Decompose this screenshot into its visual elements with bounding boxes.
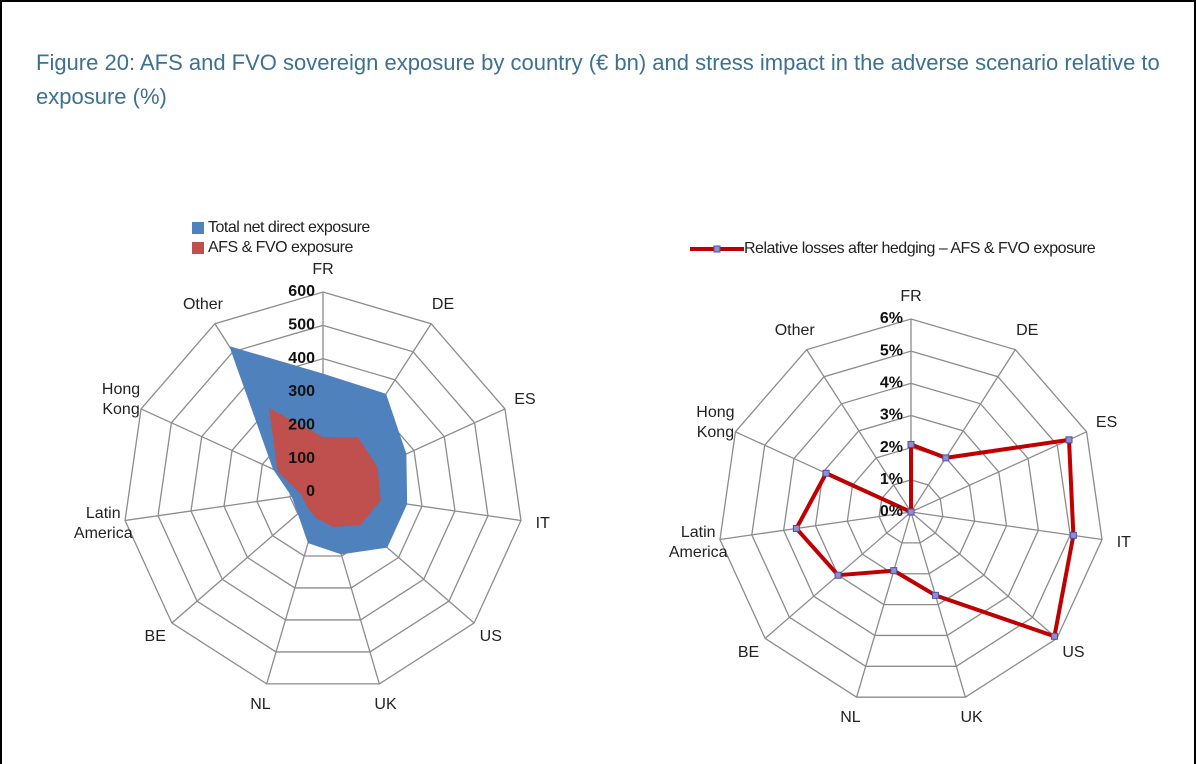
spoke [910, 349, 1016, 513]
category-label: UK [960, 709, 983, 727]
category-label: US [1062, 643, 1085, 661]
grid-ring [751, 350, 1071, 667]
marker [890, 567, 898, 575]
grid-ring [814, 414, 1008, 606]
marker [931, 591, 939, 599]
marker [907, 440, 915, 448]
tick-label: 0% [880, 503, 903, 520]
legend-swatch [192, 222, 204, 234]
spoke [910, 431, 1087, 513]
category-label: BE [144, 628, 166, 646]
category-label: Hong Kong [696, 403, 735, 441]
category-label: NL [250, 696, 271, 713]
figure-title: Figure 20: AFS and FVO sovereign exposur… [36, 50, 1160, 109]
legend-swatch [192, 242, 204, 254]
category-label: Other [182, 296, 223, 314]
tick-label: 100 [288, 450, 315, 467]
grid-ring [124, 291, 522, 685]
tick-label: 600 [288, 283, 315, 300]
legend-label: Total net direct exposure [208, 219, 370, 236]
category-label: US [479, 628, 502, 646]
marker [907, 508, 915, 516]
category-label: ES [1095, 413, 1118, 431]
marker [792, 524, 800, 532]
category-label: Hong Kong [101, 380, 141, 418]
line [794, 437, 1076, 639]
category-label: FR [312, 261, 334, 278]
category-label: UK [374, 696, 397, 713]
spoke [856, 511, 912, 698]
area [268, 407, 381, 528]
category-label: DE [431, 296, 455, 314]
marker [1050, 632, 1058, 640]
tick-label: 300 [288, 383, 315, 400]
category-label: BE [737, 643, 760, 661]
marker [822, 469, 830, 477]
marker [1069, 531, 1077, 539]
tick-label: 0 [306, 483, 315, 500]
category-label: ES [514, 390, 536, 408]
tick-label: 1% [880, 471, 903, 488]
legend-label: Relative losses after hedging – AFS & FV… [744, 240, 1096, 257]
marker [942, 454, 950, 462]
tick-label: 3% [880, 407, 903, 424]
grid-ring [878, 479, 944, 544]
category-label: FR [900, 288, 922, 305]
spoke [806, 349, 912, 513]
spoke [910, 511, 1058, 639]
grid-ring [782, 382, 1040, 637]
grid-ring [223, 391, 423, 589]
tick-label: 500 [288, 317, 315, 334]
tick-label: 400 [288, 350, 315, 367]
legend-marker [713, 245, 721, 253]
grid-ring [190, 357, 456, 621]
tick-label: 5% [880, 342, 903, 359]
spoke [910, 511, 966, 698]
category-label: NL [840, 709, 861, 727]
tick-label: 2% [880, 439, 903, 456]
grid-ring [719, 318, 1103, 698]
spoke [124, 491, 324, 522]
category-label: Latin America [73, 504, 133, 542]
tick-label: 6% [880, 310, 903, 327]
category-label: Other [774, 322, 815, 340]
grid-ring [846, 446, 976, 575]
category-label: DE [1016, 322, 1039, 340]
spoke [719, 511, 912, 541]
category-label: Latin America [668, 523, 728, 561]
tick-label: 200 [288, 417, 315, 434]
category-label: IT [1116, 533, 1131, 551]
marker [834, 571, 842, 579]
legend-label: AFS & FVO exposure [208, 239, 353, 256]
category-label: IT [535, 514, 550, 532]
marker [1065, 436, 1073, 444]
tick-label: 4% [880, 375, 903, 392]
grid-ring [157, 324, 489, 653]
